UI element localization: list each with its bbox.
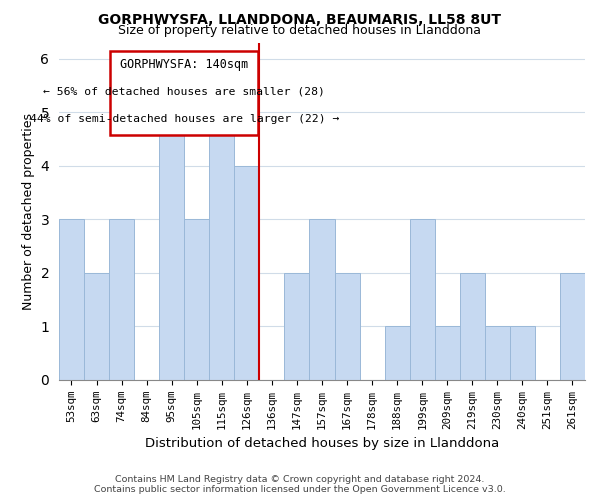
Bar <box>310 220 335 380</box>
Bar <box>284 273 310 380</box>
Text: Contains HM Land Registry data © Crown copyright and database right 2024.: Contains HM Land Registry data © Crown c… <box>115 475 485 484</box>
Bar <box>159 112 184 380</box>
Text: 44% of semi-detached houses are larger (22) →: 44% of semi-detached houses are larger (… <box>29 114 339 124</box>
Text: Size of property relative to detached houses in Llanddona: Size of property relative to detached ho… <box>119 24 482 37</box>
Text: GORPHWYSFA, LLANDDONA, BEAUMARIS, LL58 8UT: GORPHWYSFA, LLANDDONA, BEAUMARIS, LL58 8… <box>98 12 502 26</box>
X-axis label: Distribution of detached houses by size in Llanddona: Distribution of detached houses by size … <box>145 437 499 450</box>
Bar <box>385 326 410 380</box>
Text: Contains public sector information licensed under the Open Government Licence v3: Contains public sector information licen… <box>94 484 506 494</box>
Bar <box>235 166 259 380</box>
Bar <box>460 273 485 380</box>
Bar <box>560 273 585 380</box>
Bar <box>485 326 510 380</box>
Y-axis label: Number of detached properties: Number of detached properties <box>22 112 35 310</box>
Bar <box>184 220 209 380</box>
Text: ← 56% of detached houses are smaller (28): ← 56% of detached houses are smaller (28… <box>43 87 325 97</box>
Bar <box>435 326 460 380</box>
Bar <box>109 220 134 380</box>
Bar <box>110 50 258 134</box>
Bar <box>209 112 235 380</box>
Text: GORPHWYSFA: 140sqm: GORPHWYSFA: 140sqm <box>120 58 248 71</box>
Bar <box>410 220 435 380</box>
Bar <box>84 273 109 380</box>
Bar <box>335 273 359 380</box>
Bar <box>510 326 535 380</box>
Bar <box>59 220 84 380</box>
